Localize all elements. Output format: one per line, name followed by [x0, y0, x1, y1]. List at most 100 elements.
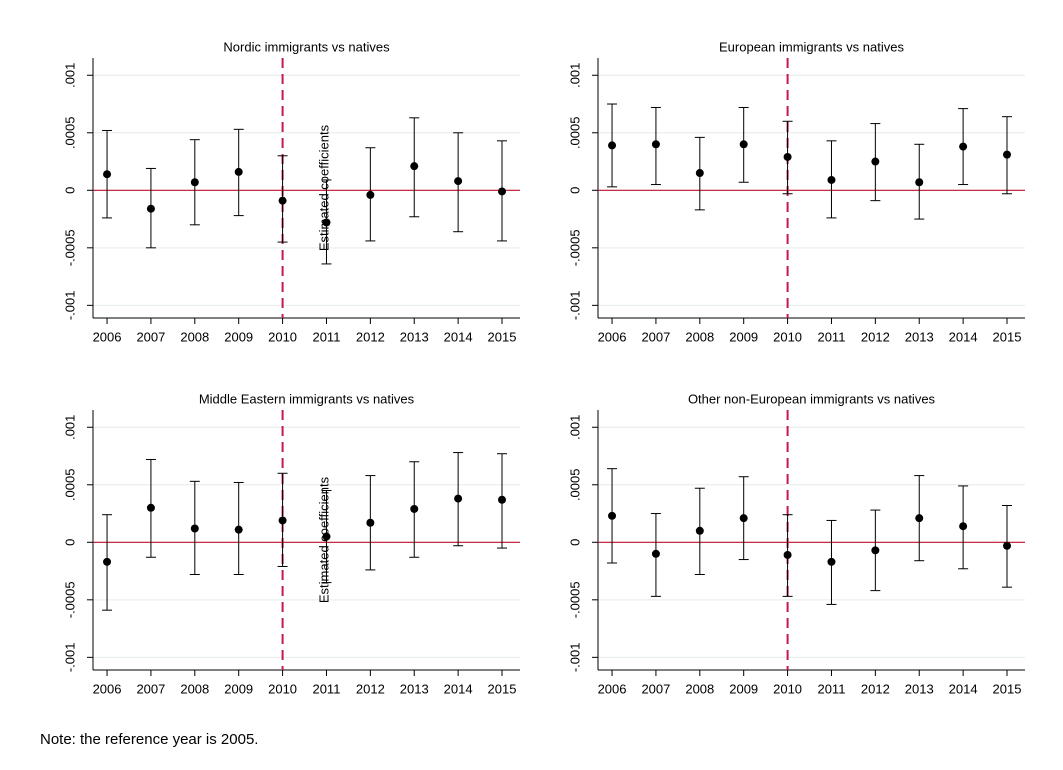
- point: [695, 526, 704, 535]
- point: [454, 177, 463, 186]
- x-tick-label: 2007: [641, 329, 670, 344]
- x-tick-label: 2011: [817, 329, 845, 344]
- point: [103, 557, 112, 566]
- y-tick-label: 0: [567, 187, 582, 194]
- y-tick-label: .0005: [62, 117, 77, 150]
- x-tick-label: 2007: [136, 329, 165, 344]
- point: [498, 495, 507, 504]
- point: [695, 169, 704, 178]
- y-tick-label: 0: [62, 187, 77, 194]
- point: [959, 142, 968, 151]
- point: [146, 204, 155, 213]
- y-tick-label: 0: [567, 539, 582, 546]
- point: [322, 532, 331, 541]
- y-tick-label: .0005: [567, 117, 582, 150]
- point: [322, 218, 331, 227]
- y-tick-label: -.0005: [62, 581, 77, 618]
- point: [190, 178, 199, 187]
- x-tick-label: 2009: [729, 329, 758, 344]
- y-tick-label: .001: [567, 63, 582, 88]
- x-tick-label: 2013: [905, 329, 934, 344]
- point: [366, 190, 375, 199]
- x-tick-label: 2013: [400, 681, 429, 696]
- point: [278, 196, 287, 205]
- x-tick-label: 2015: [993, 681, 1022, 696]
- y-axis-title: Estimated coefficients: [316, 476, 331, 603]
- panel-title: Middle Eastern immigrants vs natives: [199, 391, 415, 406]
- point: [103, 170, 112, 179]
- x-tick-label: 2013: [905, 681, 934, 696]
- point: [1003, 541, 1012, 550]
- point: [651, 549, 660, 558]
- x-tick-label: 2010: [268, 681, 297, 696]
- point: [234, 167, 243, 176]
- x-tick-label: 2014: [949, 681, 978, 696]
- x-tick-label: 2011: [817, 681, 845, 696]
- x-tick-label: 2009: [224, 681, 253, 696]
- point: [915, 178, 924, 187]
- x-tick-label: 2006: [598, 329, 627, 344]
- point: [827, 557, 836, 566]
- x-tick-label: 2013: [400, 329, 429, 344]
- panel-title: Nordic immigrants vs natives: [223, 39, 390, 54]
- point: [915, 514, 924, 523]
- y-tick-label: .0005: [567, 469, 582, 502]
- point: [783, 152, 792, 161]
- x-tick-label: 2008: [685, 681, 714, 696]
- x-tick-label: 2008: [180, 681, 209, 696]
- y-tick-label: -.001: [62, 291, 77, 321]
- x-tick-label: 2009: [224, 329, 253, 344]
- x-tick-label: 2007: [641, 681, 670, 696]
- y-tick-label: .001: [567, 415, 582, 440]
- x-tick-label: 2012: [356, 329, 385, 344]
- y-tick-label: -.0005: [567, 229, 582, 266]
- point: [454, 494, 463, 503]
- point: [1003, 150, 1012, 159]
- x-tick-label: 2011: [312, 681, 340, 696]
- point: [651, 140, 660, 149]
- x-tick-label: 2009: [729, 681, 758, 696]
- x-tick-label: 2015: [488, 681, 517, 696]
- point: [871, 157, 880, 166]
- x-tick-label: 2012: [356, 681, 385, 696]
- x-tick-label: 2014: [444, 681, 473, 696]
- x-tick-label: 2014: [949, 329, 978, 344]
- x-tick-label: 2010: [268, 329, 297, 344]
- x-tick-label: 2008: [180, 329, 209, 344]
- point: [410, 504, 419, 513]
- point: [366, 518, 375, 527]
- point: [871, 546, 880, 555]
- panel-title: European immigrants vs natives: [719, 39, 904, 54]
- y-tick-label: -.001: [567, 291, 582, 321]
- point: [608, 141, 617, 150]
- x-tick-label: 2012: [861, 681, 890, 696]
- point: [146, 503, 155, 512]
- x-tick-label: 2015: [993, 329, 1022, 344]
- y-tick-label: .001: [62, 415, 77, 440]
- point: [739, 140, 748, 149]
- x-tick-label: 2006: [598, 681, 627, 696]
- point: [783, 550, 792, 559]
- point: [498, 187, 507, 196]
- y-axis-title: Estimated coefficients: [316, 124, 331, 251]
- x-tick-label: 2008: [685, 329, 714, 344]
- panel-title: Other non-European immigrants vs natives: [688, 391, 936, 406]
- x-tick-label: 2012: [861, 329, 890, 344]
- point: [739, 514, 748, 523]
- x-tick-label: 2006: [93, 681, 122, 696]
- y-tick-label: -.001: [567, 643, 582, 673]
- y-tick-label: -.0005: [62, 229, 77, 266]
- x-tick-label: 2006: [93, 329, 122, 344]
- point: [608, 511, 617, 520]
- y-tick-label: .001: [62, 63, 77, 88]
- y-tick-label: 0: [62, 539, 77, 546]
- y-tick-label: .0005: [62, 469, 77, 502]
- x-tick-label: 2007: [136, 681, 165, 696]
- note: Note: the reference year is 2005.: [40, 731, 258, 748]
- x-tick-label: 2010: [773, 681, 802, 696]
- y-tick-label: -.001: [62, 643, 77, 673]
- point: [234, 525, 243, 534]
- point: [190, 524, 199, 533]
